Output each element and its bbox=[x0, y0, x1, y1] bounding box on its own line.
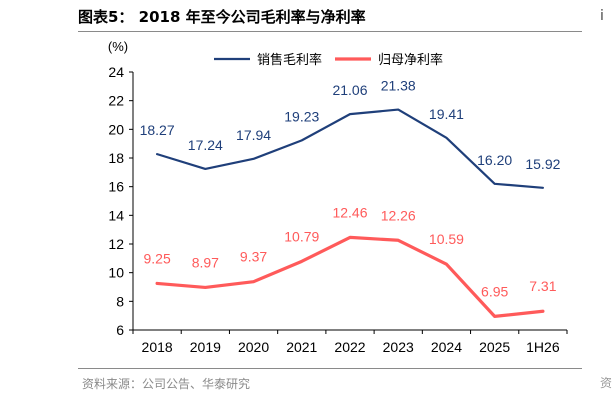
y-tick-label: 8 bbox=[116, 293, 124, 309]
data-label: 10.79 bbox=[284, 228, 319, 244]
y-tick-label: 18 bbox=[108, 150, 124, 166]
chart-title: 图表5： 2018 年至今公司毛利率与净利率 bbox=[78, 8, 366, 26]
data-label: 8.97 bbox=[192, 254, 219, 270]
data-label: 21.38 bbox=[381, 78, 416, 94]
data-label: 15.92 bbox=[525, 156, 560, 172]
data-label: 17.94 bbox=[236, 127, 271, 143]
legend-label-2: 归母净利率 bbox=[378, 52, 443, 67]
data-label: 12.26 bbox=[381, 207, 416, 223]
x-tick-label: 2022 bbox=[334, 339, 365, 355]
data-label: 10.59 bbox=[429, 231, 464, 247]
source-divider bbox=[78, 368, 582, 369]
data-label: 16.20 bbox=[477, 152, 512, 168]
x-tick-label: 2024 bbox=[431, 339, 462, 355]
data-label: 21.06 bbox=[332, 82, 367, 98]
x-tick-label: 2025 bbox=[479, 339, 510, 355]
data-label: 9.25 bbox=[143, 250, 170, 266]
data-label: 9.37 bbox=[240, 249, 267, 265]
legend-label-1: 销售毛利率 bbox=[257, 52, 322, 67]
data-label: 6.95 bbox=[481, 283, 508, 299]
y-tick-label: 20 bbox=[108, 121, 124, 137]
x-tick-label: 2018 bbox=[142, 339, 173, 355]
series-line-1 bbox=[156, 108, 544, 189]
adjacent-panel-glyph-top: i bbox=[600, 8, 604, 24]
y-tick-label: 10 bbox=[108, 265, 124, 281]
y-tick-label: 22 bbox=[108, 93, 124, 109]
x-tick-label: 1H26 bbox=[526, 339, 560, 355]
x-tick-label: 2023 bbox=[383, 339, 414, 355]
adjacent-panel-glyph-bottom: 资 bbox=[600, 376, 613, 390]
data-label: 19.23 bbox=[284, 108, 319, 124]
y-tick-label: 14 bbox=[108, 207, 124, 223]
series-line-2 bbox=[155, 235, 545, 318]
y-tick-label: 24 bbox=[108, 64, 124, 80]
title-divider bbox=[78, 31, 582, 32]
data-label: 18.27 bbox=[140, 122, 175, 138]
plot-area: 18.27 17.24 17.94 19.23 21.06 21.38 19.41 16.20… bbox=[140, 78, 561, 318]
legend: 销售毛利率 归母净利率 bbox=[214, 52, 443, 67]
data-label: 17.24 bbox=[188, 137, 223, 153]
y-axis-unit: (%) bbox=[108, 39, 128, 54]
x-tick-label: 2020 bbox=[238, 339, 269, 355]
data-label: 7.31 bbox=[529, 278, 556, 294]
y-tick-label: 12 bbox=[108, 236, 124, 252]
data-label: 12.46 bbox=[332, 204, 367, 220]
x-tick-label: 2021 bbox=[286, 339, 317, 355]
data-label: 19.41 bbox=[429, 106, 464, 122]
source-note: 资料来源：公司公告、华泰研究 bbox=[82, 377, 251, 391]
y-tick-label: 16 bbox=[108, 179, 124, 195]
y-tick-label: 6 bbox=[116, 322, 124, 338]
x-tick-label: 2019 bbox=[190, 339, 221, 355]
